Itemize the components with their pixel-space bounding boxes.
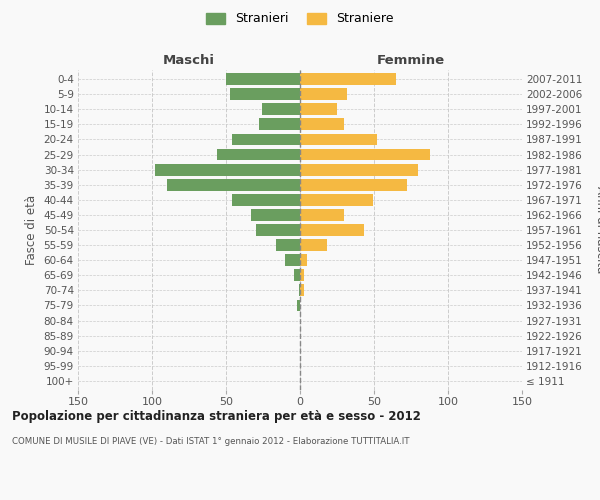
Bar [300, 134, 377, 145]
Bar [300, 254, 307, 266]
Bar [232, 134, 300, 145]
Bar [251, 209, 300, 221]
Legend: Stranieri, Straniere: Stranieri, Straniere [203, 8, 397, 29]
Bar [277, 239, 300, 251]
Bar [230, 88, 300, 100]
Bar [300, 284, 304, 296]
Bar [300, 164, 418, 175]
Bar [256, 224, 300, 236]
Bar [232, 194, 300, 205]
Y-axis label: Fasce di età: Fasce di età [25, 195, 38, 265]
Text: Popolazione per cittadinanza straniera per età e sesso - 2012: Popolazione per cittadinanza straniera p… [12, 410, 421, 423]
Bar [300, 239, 326, 251]
Bar [300, 73, 396, 85]
Bar [285, 254, 300, 266]
Bar [155, 164, 300, 175]
Bar [300, 224, 364, 236]
Bar [226, 73, 300, 85]
Y-axis label: Anni di nascita: Anni di nascita [594, 186, 600, 274]
Bar [294, 270, 300, 281]
Bar [300, 104, 337, 115]
Bar [300, 179, 407, 190]
Bar [217, 148, 300, 160]
Bar [300, 194, 373, 205]
Text: Maschi: Maschi [163, 54, 215, 68]
Bar [300, 209, 344, 221]
Bar [167, 179, 300, 190]
Bar [259, 118, 300, 130]
Bar [300, 148, 430, 160]
Bar [262, 104, 300, 115]
Bar [300, 118, 344, 130]
Bar [299, 284, 300, 296]
Bar [297, 300, 300, 312]
Text: COMUNE DI MUSILE DI PIAVE (VE) - Dati ISTAT 1° gennaio 2012 - Elaborazione TUTTI: COMUNE DI MUSILE DI PIAVE (VE) - Dati IS… [12, 438, 409, 446]
Bar [300, 270, 304, 281]
Bar [300, 88, 347, 100]
Text: Femmine: Femmine [377, 54, 445, 68]
